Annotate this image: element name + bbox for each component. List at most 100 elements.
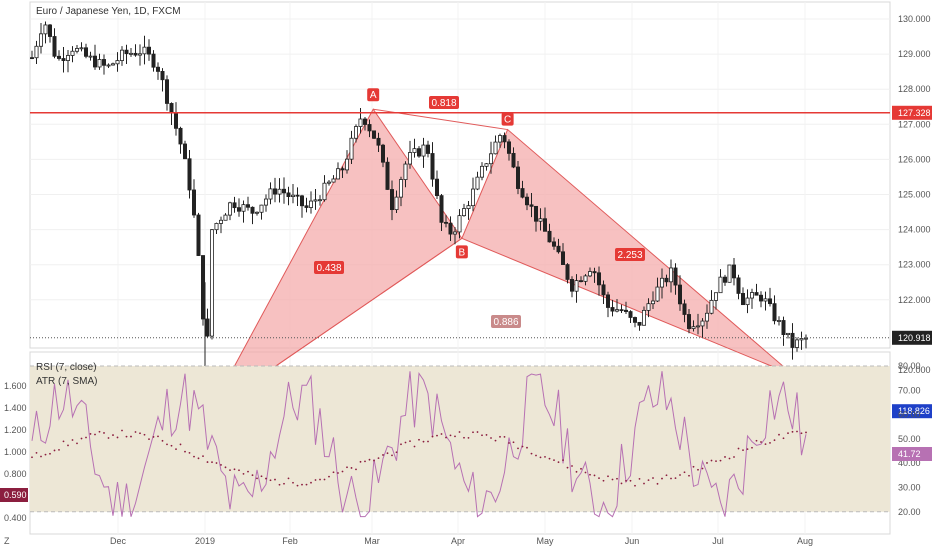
- candle-body: [358, 118, 363, 127]
- candle-body: [732, 264, 737, 279]
- atr-point: [328, 475, 330, 478]
- rsi-tick: 20.00: [898, 507, 921, 517]
- atr-point: [121, 429, 123, 432]
- time-axis[interactable]: Dec 2019 Feb Mar Apr May Jun Jul Aug: [110, 536, 813, 546]
- candle-body: [461, 208, 466, 217]
- candle-body: [479, 165, 484, 178]
- rsi-legend[interactable]: RSI (7, close): [36, 362, 97, 373]
- atr-point: [58, 448, 60, 451]
- atr-point: [413, 445, 416, 448]
- candle-body: [547, 230, 552, 243]
- time-tick: 2019: [195, 536, 215, 546]
- atr-point: [791, 430, 794, 433]
- oscillator-series: [30, 365, 890, 518]
- candle-body: [214, 223, 219, 231]
- atr-point: [440, 433, 443, 435]
- atr-point: [35, 451, 38, 454]
- rsi-tick: 30.00: [898, 483, 921, 493]
- atr-point: [490, 437, 492, 439]
- atr-point: [521, 445, 524, 448]
- point-badge-c: [501, 112, 514, 126]
- atr-point: [166, 443, 168, 446]
- atr-point: [76, 442, 78, 445]
- candle-body: [205, 318, 210, 337]
- atr-point: [643, 482, 645, 485]
- atr-point: [179, 443, 182, 446]
- time-tick: May: [536, 536, 554, 546]
- candle-body: [682, 303, 687, 315]
- atr-point: [575, 470, 578, 473]
- candle-body: [421, 144, 426, 157]
- atr-legend[interactable]: ATR (7, SMA): [36, 376, 97, 387]
- candle-body: [633, 317, 638, 323]
- atr-point: [134, 431, 137, 433]
- candle-body: [70, 50, 75, 56]
- atr-point: [625, 479, 627, 482]
- atr-point: [53, 449, 56, 452]
- candle-body: [763, 298, 768, 302]
- atr-point: [706, 462, 708, 464]
- candle-body: [687, 314, 692, 329]
- atr-point: [368, 458, 371, 461]
- candle-body: [57, 55, 62, 59]
- oscillator-axis[interactable]: 80.00 70.00 60.00 50.00 40.00 30.00 20.00 1.600…: [0, 361, 932, 523]
- candle-body: [250, 206, 255, 214]
- atr-point: [197, 457, 200, 460]
- atr-point: [103, 432, 105, 434]
- candle-body: [308, 200, 313, 208]
- candle-body: [232, 202, 237, 209]
- candle-body: [579, 280, 584, 283]
- atr-point: [787, 432, 789, 435]
- atr-point: [476, 431, 479, 433]
- atr-point: [287, 477, 290, 480]
- candle-body: [759, 294, 764, 302]
- candle-body: [389, 189, 394, 211]
- candle-body: [799, 338, 804, 341]
- candle-body: [543, 218, 548, 232]
- rsi-line: [31, 371, 807, 518]
- atr-point: [220, 464, 222, 466]
- candle-body: [106, 64, 111, 67]
- rsi-tick: 40.00: [898, 458, 921, 468]
- price-axis[interactable]: 130.000 129.000 128.000 127.000 126.000 125.0…: [892, 14, 932, 419]
- atr-point: [193, 455, 195, 458]
- candle-body: [628, 311, 633, 318]
- candle-body: [295, 194, 300, 197]
- candle-body: [511, 152, 516, 168]
- rsi-tick: 80.00: [898, 361, 921, 371]
- candle-body: [664, 277, 669, 283]
- candle-body: [182, 143, 187, 160]
- atr-point: [404, 441, 407, 444]
- candle-body: [75, 48, 80, 52]
- atr-point: [602, 479, 605, 482]
- atr-tick: 0.400: [4, 513, 27, 523]
- atr-point: [580, 467, 582, 470]
- candle-body: [398, 179, 403, 198]
- candle-body: [124, 49, 129, 55]
- atr-point: [652, 477, 654, 479]
- atr-point: [274, 478, 276, 481]
- atr-point: [247, 470, 249, 473]
- candle-body: [178, 127, 183, 145]
- atr-point: [503, 435, 506, 438]
- resistance-price-label: 127.328: [898, 108, 931, 118]
- candle-body: [155, 66, 160, 72]
- candle-body: [606, 294, 611, 308]
- candle-body: [133, 52, 138, 56]
- candle-body: [299, 195, 304, 207]
- atr-point: [224, 466, 227, 469]
- atr-point: [647, 479, 650, 481]
- zoom-toggle[interactable]: Z: [4, 536, 10, 546]
- candle-body: [48, 24, 53, 37]
- atr-point: [692, 465, 695, 468]
- candle-body: [452, 231, 457, 235]
- candle-body: [795, 339, 800, 348]
- point-badge-a: [367, 88, 380, 102]
- ratio-badge: [491, 315, 521, 328]
- candle-body: [43, 24, 48, 35]
- atr-point: [517, 447, 519, 450]
- candle-body: [317, 199, 322, 202]
- atr-point: [202, 455, 204, 458]
- candle-body: [538, 218, 543, 222]
- candle-body: [340, 168, 345, 171]
